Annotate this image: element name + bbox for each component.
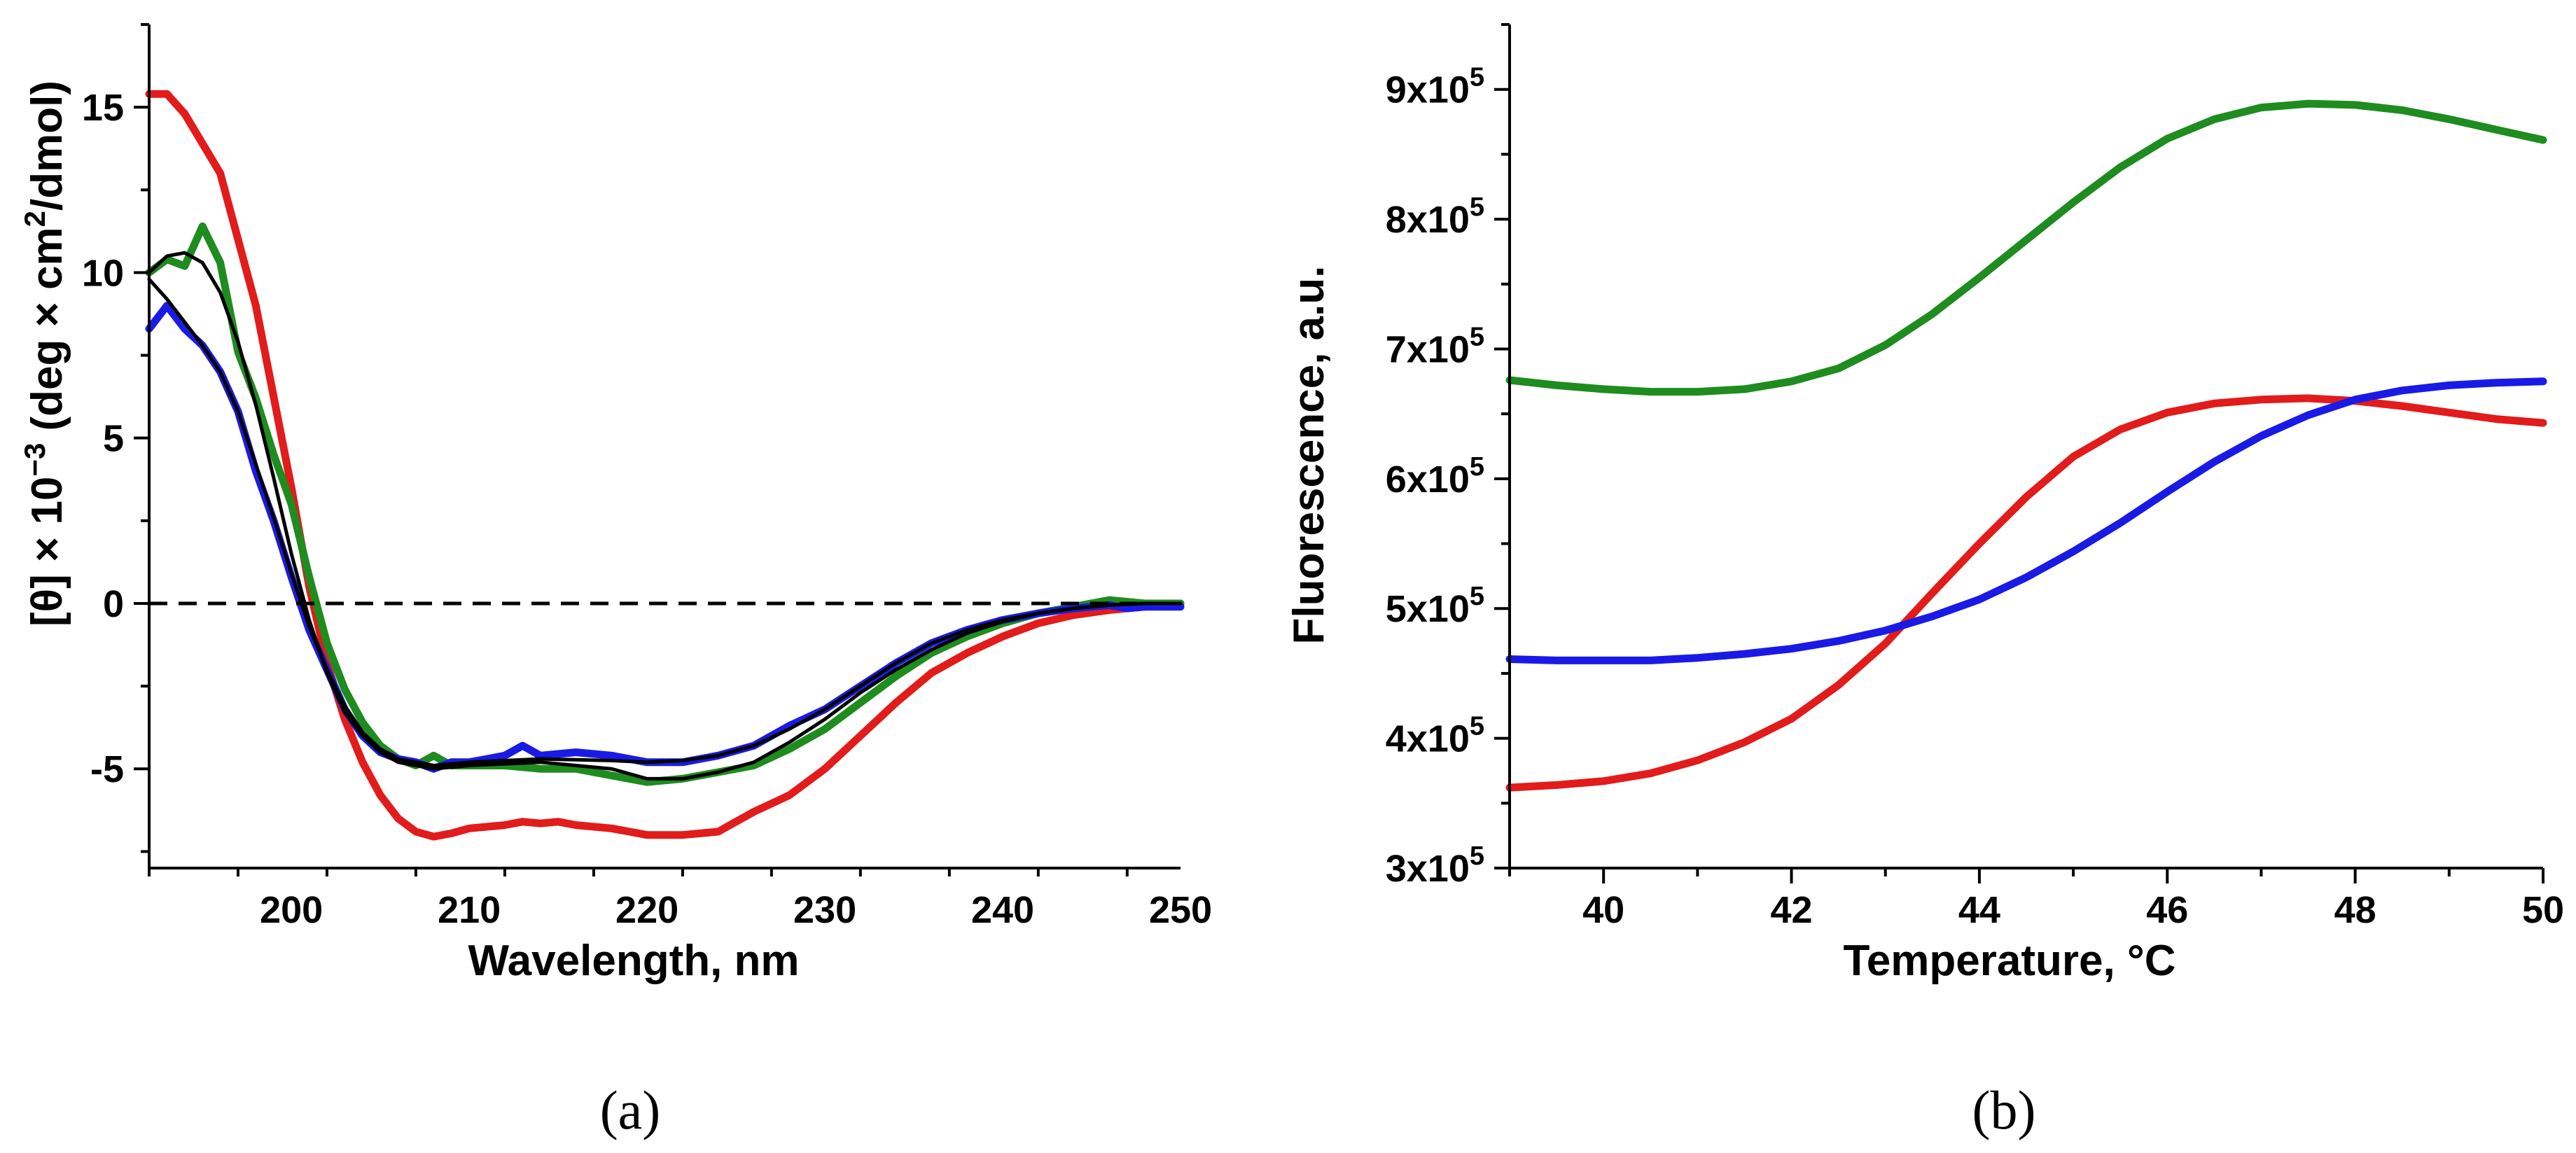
series-line-green xyxy=(1505,99,2547,396)
y-tick-label: 0 xyxy=(103,583,124,625)
chart-b-axes xyxy=(1494,23,2544,883)
chart-a: 200 210 220 230 240 250 -5 0 5 10 15 Wavelength, … xyxy=(18,23,1212,1140)
x-tick-label: 250 xyxy=(1149,889,1212,931)
series-line-fit-1 xyxy=(147,251,1183,781)
y-tick-label: 6x105 xyxy=(1386,452,1484,501)
chart-b: 40 42 44 46 48 50 3x105 4x105 5x105 6x105 7x105 8x… xyxy=(1285,23,2564,1140)
x-tick-label: 46 xyxy=(2146,889,2188,931)
x-tick-label: 42 xyxy=(1771,889,1813,931)
x-tick-label: 240 xyxy=(971,889,1034,931)
series-line-red xyxy=(145,90,1185,841)
chart-a-x-axis-title: Wavelength, nm xyxy=(468,937,799,985)
chart-b-y-tick-labels: 3x105 4x105 5x105 6x105 7x105 8x105 9x105 xyxy=(1386,63,1484,890)
y-tick-label: 10 xyxy=(82,252,124,294)
chart-b-y-axis-title: Fluorescence, a.u. xyxy=(1285,266,1333,645)
x-tick-label: 200 xyxy=(260,889,323,931)
series-line-green xyxy=(145,222,1185,786)
y-tick-label: 8x105 xyxy=(1386,193,1484,241)
chart-a-panel-label: (a) xyxy=(600,1079,661,1140)
y-tick-label: 3x105 xyxy=(1386,841,1484,890)
series-line-blue xyxy=(1505,377,2547,664)
chart-a-x-tick-labels: 200 210 220 230 240 250 xyxy=(260,889,1212,931)
series-line-red xyxy=(1505,394,2547,792)
x-tick-label: 50 xyxy=(2522,889,2564,931)
chart-a-axes xyxy=(134,23,1181,876)
y-tick-label: -5 xyxy=(90,748,124,790)
x-tick-label: 44 xyxy=(1958,889,2000,931)
y-tick-label: 7x105 xyxy=(1386,322,1484,370)
x-tick-label: 220 xyxy=(615,889,678,931)
chart-b-panel-label: (b) xyxy=(1972,1079,2036,1140)
y-tick-label: 5 xyxy=(103,418,124,460)
chart-b-x-tick-labels: 40 42 44 46 48 50 xyxy=(1582,889,2564,931)
y-tick-label: 15 xyxy=(82,87,124,129)
chart-a-y-axis-title: [θ] × 10−3 (deg × cm2/dmol) xyxy=(18,81,71,627)
x-tick-label: 210 xyxy=(438,889,501,931)
y-tick-label: 5x105 xyxy=(1386,582,1484,630)
chart-a-series-group xyxy=(145,90,1185,841)
x-tick-label: 48 xyxy=(2334,889,2376,931)
x-tick-label: 40 xyxy=(1582,889,1624,931)
chart-a-y-tick-labels: -5 0 5 10 15 xyxy=(82,87,124,790)
y-tick-label: 4x105 xyxy=(1386,712,1484,760)
chart-b-series-group xyxy=(1505,99,2547,792)
y-tick-label: 9x105 xyxy=(1386,63,1484,111)
chart-b-x-axis-title: Temperature, °C xyxy=(1844,937,2176,985)
series-line-fit-2 xyxy=(147,277,1183,767)
x-tick-label: 230 xyxy=(793,889,856,931)
